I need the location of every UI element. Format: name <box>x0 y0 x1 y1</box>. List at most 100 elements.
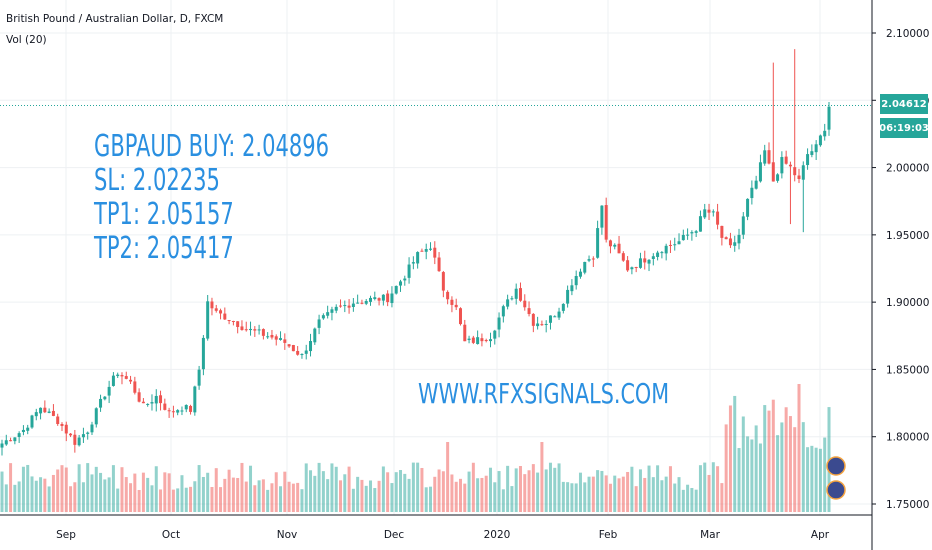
volume-bar <box>99 472 103 512</box>
candle-body <box>69 433 73 436</box>
volume-bar <box>107 477 111 512</box>
volume-bar <box>47 486 51 512</box>
volume-bar <box>94 466 98 512</box>
y-tick-label: 1.80000 <box>886 432 929 444</box>
volume-bar <box>467 471 471 512</box>
volume-bar <box>64 467 68 512</box>
candle-body <box>497 317 501 330</box>
volume-bar <box>801 422 805 512</box>
volume-bar <box>458 478 462 512</box>
volume-bar <box>356 476 360 512</box>
candle-body <box>544 323 548 325</box>
candle-body <box>231 321 235 323</box>
signal-stoploss: SL: 2.02235 <box>94 163 220 198</box>
candle-body <box>810 151 814 155</box>
volume-bar <box>30 476 34 512</box>
candle-body <box>197 369 201 386</box>
candle-body <box>279 338 283 340</box>
event-marker-icon <box>826 480 846 500</box>
candle-body <box>240 326 244 331</box>
candle-body <box>347 305 351 308</box>
volume-bar <box>621 476 625 512</box>
volume-bar <box>707 474 711 512</box>
volume-bar <box>163 472 167 512</box>
volume-bar <box>137 489 141 512</box>
volume-bar <box>810 445 814 512</box>
candle-body <box>137 392 141 402</box>
volume-bar <box>591 476 595 512</box>
candle-body <box>463 324 467 342</box>
y-tick-label: 1.75000 <box>886 499 929 511</box>
candle-body <box>471 337 475 343</box>
candle-body <box>210 301 214 309</box>
volume-bar <box>737 448 741 512</box>
volume-bar <box>274 472 278 512</box>
candle-body <box>124 376 128 379</box>
candle-body <box>578 271 582 277</box>
candle-body <box>351 303 355 308</box>
candle-body <box>146 403 150 405</box>
volume-bar <box>9 463 13 512</box>
volume-bar <box>416 462 420 512</box>
candle-body <box>814 144 818 153</box>
candle-body <box>4 440 8 445</box>
volume-bar <box>527 470 531 512</box>
candle-body <box>176 410 180 413</box>
candle-body <box>716 211 720 225</box>
volume-bar <box>626 471 630 512</box>
candle-body <box>274 336 278 340</box>
volume-bar <box>690 488 694 512</box>
volume-bar <box>304 463 308 512</box>
candle-body <box>381 294 385 301</box>
volume-bar <box>733 395 737 512</box>
candle-body <box>433 247 437 258</box>
candle-body <box>47 411 51 413</box>
candle-body <box>163 403 167 410</box>
volume-bar <box>446 442 450 512</box>
volume-bar <box>634 486 638 512</box>
volume-bar <box>724 424 728 512</box>
candle-body <box>681 234 685 241</box>
volume-bar <box>26 464 30 512</box>
volume-bar <box>167 473 171 512</box>
candle-body <box>488 339 492 342</box>
x-tick-label: Nov <box>277 529 298 541</box>
candle-body <box>360 302 364 304</box>
volume-bar <box>424 487 428 512</box>
candle-body <box>514 288 518 299</box>
volume-bar <box>326 479 330 512</box>
candle-body <box>600 205 604 228</box>
volume-bar <box>484 475 488 512</box>
candle-body <box>167 410 171 412</box>
candle-body <box>454 304 458 308</box>
candle-body <box>317 319 321 328</box>
volume-bar <box>171 489 175 512</box>
volume-bar <box>793 427 797 512</box>
x-tick-label: Feb <box>599 529 618 541</box>
volume-bar <box>73 482 77 512</box>
candle-body <box>823 130 827 137</box>
volume-bar <box>407 478 411 512</box>
candle-body <box>81 434 85 438</box>
candle-body <box>694 231 698 233</box>
volume-bar <box>236 477 240 512</box>
candle-body <box>171 411 175 413</box>
candle-body <box>120 375 124 377</box>
volume-bar <box>578 472 582 512</box>
volume-bar <box>279 486 283 512</box>
volume-bar <box>129 483 133 512</box>
candle-body <box>750 187 754 199</box>
candle-body <box>180 410 184 412</box>
candle-body <box>441 272 445 291</box>
y-tick-label: 1.85000 <box>886 364 929 376</box>
volume-bar <box>141 472 145 512</box>
candle-body <box>244 329 248 331</box>
volume-bar <box>501 489 505 512</box>
volume-bar <box>249 465 253 512</box>
candle-body <box>227 320 231 322</box>
volume-bar <box>291 483 295 512</box>
candle-body <box>364 300 368 304</box>
volume-bar <box>60 465 64 512</box>
candle-body <box>9 440 13 442</box>
